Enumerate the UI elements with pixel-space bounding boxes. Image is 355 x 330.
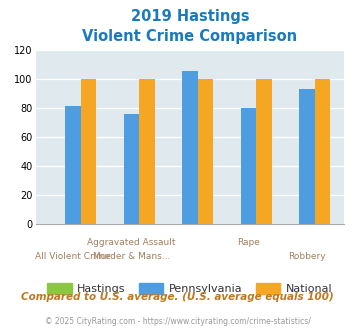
Text: © 2025 CityRating.com - https://www.cityrating.com/crime-statistics/: © 2025 CityRating.com - https://www.city… (45, 317, 310, 326)
Text: Aggravated Assault: Aggravated Assault (87, 238, 176, 247)
Bar (198, 79, 213, 224)
Bar (182, 71, 198, 224)
Bar (81, 79, 96, 224)
Text: Murder & Mans...: Murder & Mans... (93, 252, 170, 261)
Bar (299, 89, 315, 224)
Text: Compared to U.S. average. (U.S. average equals 100): Compared to U.S. average. (U.S. average … (21, 292, 334, 302)
Legend: Hastings, Pennsylvania, National: Hastings, Pennsylvania, National (43, 279, 337, 299)
Bar (315, 79, 330, 224)
Bar (256, 79, 272, 224)
Title: 2019 Hastings
Violent Crime Comparison: 2019 Hastings Violent Crime Comparison (82, 9, 297, 44)
Text: Rape: Rape (237, 238, 260, 247)
Bar (65, 106, 81, 224)
Bar (139, 79, 155, 224)
Bar (124, 114, 139, 224)
Bar (241, 108, 256, 224)
Text: All Violent Crime: All Violent Crime (35, 252, 111, 261)
Text: Robbery: Robbery (288, 252, 326, 261)
